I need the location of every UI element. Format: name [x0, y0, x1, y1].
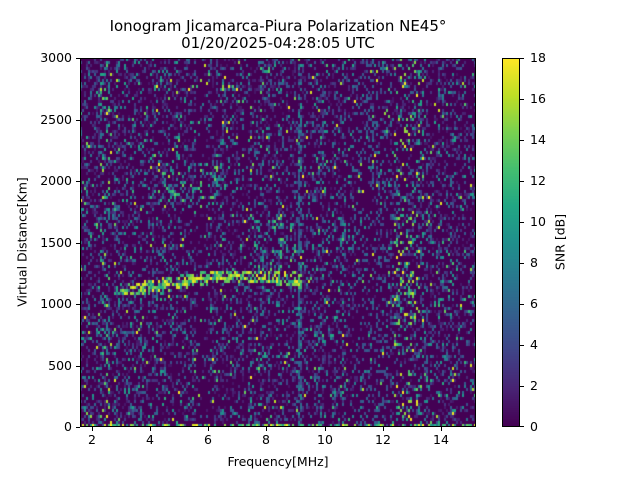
y-tick-label: 0 — [64, 419, 72, 434]
x-tick-label: 6 — [204, 432, 212, 447]
x-tick-label: 12 — [375, 432, 391, 447]
y-tick — [76, 120, 80, 121]
x-tick-label: 4 — [146, 432, 154, 447]
x-tick — [325, 427, 326, 431]
colorbar-tick — [520, 140, 524, 141]
y-tick-label: 2000 — [40, 173, 72, 188]
y-axis-label: Virtual Distance[Km] — [14, 177, 30, 307]
x-tick — [150, 427, 151, 431]
y-tick — [76, 243, 80, 244]
colorbar-tick — [520, 304, 524, 305]
colorbar-tick-label: 4 — [530, 337, 538, 352]
colorbar-tick — [520, 58, 524, 59]
colorbar-tick-label: 16 — [530, 91, 546, 106]
y-tick — [76, 304, 80, 305]
x-axis-label: Frequency[MHz] — [227, 454, 329, 469]
colorbar-tick — [520, 426, 524, 427]
chart-title: Ionogram Jicamarca-Piura Polarization NE… — [109, 17, 447, 35]
x-tick — [92, 427, 93, 431]
x-tick — [266, 427, 267, 431]
y-tick-label: 3000 — [40, 50, 72, 65]
x-tick-label: 14 — [433, 432, 449, 447]
colorbar-tick — [520, 263, 524, 264]
x-tick — [441, 427, 442, 431]
colorbar-tick-label: 14 — [530, 132, 546, 147]
colorbar-tick — [520, 386, 524, 387]
colorbar-tick — [520, 181, 524, 182]
y-tick-label: 1500 — [40, 235, 72, 250]
colorbar-tick-label: 0 — [530, 419, 538, 434]
y-tick-label: 1000 — [40, 296, 72, 311]
colorbar-tick — [520, 222, 524, 223]
colorbar — [502, 58, 520, 427]
colorbar-label: SNR [dB] — [552, 213, 568, 271]
x-tick-label: 8 — [262, 432, 270, 447]
colorbar-tick-label: 6 — [530, 296, 538, 311]
colorbar-tick — [520, 345, 524, 346]
x-tick — [208, 427, 209, 431]
y-tick — [76, 427, 80, 428]
colorbar-tick — [520, 99, 524, 100]
ionogram-heatmap — [80, 58, 476, 427]
y-tick — [76, 366, 80, 367]
x-tick-label: 2 — [88, 432, 96, 447]
chart-subtitle-timestamp: 01/20/2025-04:28:05 UTC — [181, 34, 375, 52]
y-tick-label: 500 — [48, 358, 72, 373]
x-tick-label: 10 — [317, 432, 333, 447]
y-tick — [76, 181, 80, 182]
colorbar-tick-label: 18 — [530, 50, 546, 65]
colorbar-tick-label: 2 — [530, 378, 538, 393]
y-tick-label: 2500 — [40, 112, 72, 127]
y-tick — [76, 58, 80, 59]
x-tick — [383, 427, 384, 431]
colorbar-tick-label: 10 — [530, 214, 546, 229]
colorbar-tick-label: 12 — [530, 173, 546, 188]
colorbar-tick-label: 8 — [530, 255, 538, 270]
